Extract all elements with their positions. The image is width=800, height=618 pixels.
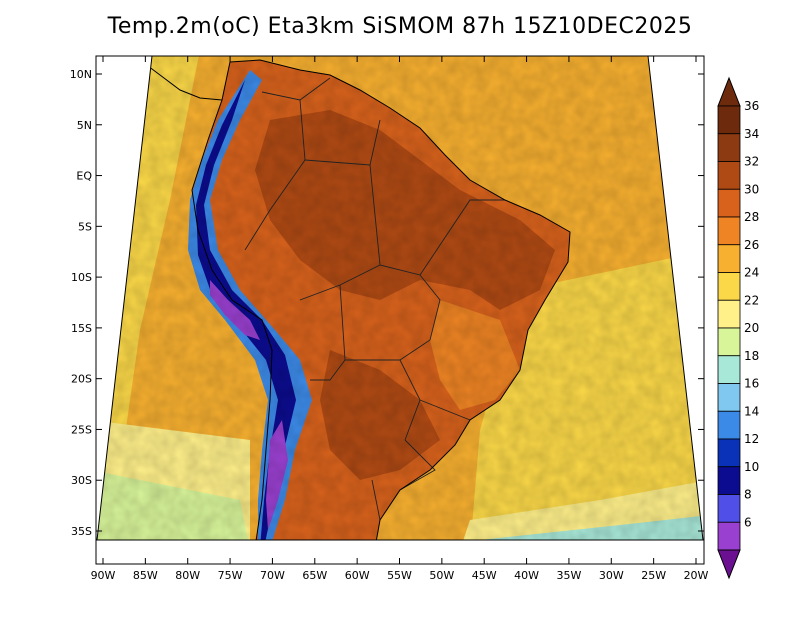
colorbar-label: 30 <box>744 182 759 196</box>
lat-tick-label: 35S <box>71 525 92 538</box>
lat-tick-label: EQ <box>76 170 92 183</box>
colorbar-label: 34 <box>744 127 759 141</box>
colorbar-label: 12 <box>744 432 759 446</box>
colorbar-swatch <box>717 355 741 384</box>
lon-tick-label: 90W <box>91 569 116 582</box>
lat-tick-label: 15S <box>71 322 92 335</box>
colorbar-swatch <box>717 327 741 357</box>
lon-tick-label: 55W <box>387 569 412 582</box>
lon-tick-label: 40W <box>514 569 539 582</box>
colorbar-label: 24 <box>744 266 759 280</box>
temperature-colorbar: 36 34 32 30 28 26 24 22 20 18 16 14 12 10 8 6 <box>717 76 759 580</box>
lon-tick-label: 70W <box>260 569 285 582</box>
colorbar-label: 14 <box>744 404 759 418</box>
lat-tick-label: 10S <box>71 271 92 284</box>
map-domain <box>97 56 703 540</box>
colorbar-swatch <box>717 244 741 273</box>
colorbar-label: 20 <box>744 321 759 335</box>
colorbar-swatch <box>717 161 741 190</box>
texture-overlay <box>97 56 703 540</box>
colorbar-label: 18 <box>744 349 759 363</box>
lat-tick-label: 25S <box>71 423 92 436</box>
colorbar-swatch <box>717 466 741 495</box>
colorbar-label: 10 <box>744 460 759 474</box>
colorbar-swatch <box>717 188 741 218</box>
colorbar-swatch <box>717 521 741 551</box>
colorbar-swatch <box>717 383 741 412</box>
lon-tick-label: 20W <box>684 569 709 582</box>
colorbar-swatch <box>717 216 741 246</box>
lon-tick-label: 85W <box>133 569 158 582</box>
colorbar-max-arrow <box>717 76 741 107</box>
colorbar-label: 36 <box>744 99 759 113</box>
lon-tick-label: 75W <box>218 569 243 582</box>
lon-tick-label: 65W <box>302 569 327 582</box>
lat-tick-label: 30S <box>71 474 92 487</box>
colorbar-label: 28 <box>744 210 759 224</box>
lon-tick-label: 30W <box>599 569 624 582</box>
colorbar-label: 22 <box>744 293 759 307</box>
country-borders <box>244 77 505 521</box>
colorbar-label: 6 <box>744 515 752 529</box>
colorbar-label: 16 <box>744 377 759 391</box>
lat-tick-label: 5N <box>77 119 92 132</box>
colorbar-label: 32 <box>744 155 759 169</box>
lon-tick-label: 80W <box>175 569 200 582</box>
colorbar-label: 8 <box>744 488 752 502</box>
longitude-axis: 90W 85W 80W 75W 70W 65W 60W 55W 50W 45W 40W 35W 30W 2… <box>91 56 709 582</box>
lat-tick-label: 5S <box>78 220 92 233</box>
colorbar-min-arrow <box>717 549 741 580</box>
colorbar-label: 26 <box>744 238 759 252</box>
colorbar-swatch <box>717 105 741 135</box>
colorbar-swatch <box>717 133 741 162</box>
lon-tick-label: 50W <box>429 569 454 582</box>
latitude-axis: 10N 5N EQ 5S 10S 15S 20S 25S 30S 35S <box>70 68 704 538</box>
map-title: Temp.2m(oC) Eta3km SiSMOM 87h 15Z10DEC20… <box>107 14 693 39</box>
lon-tick-label: 60W <box>345 569 370 582</box>
colorbar-swatch <box>717 438 741 468</box>
colorbar-swatch <box>717 299 741 329</box>
lon-tick-label: 35W <box>556 569 581 582</box>
colorbar-swatch <box>717 494 741 523</box>
colorbar-swatch <box>717 272 741 301</box>
lat-tick-label: 10N <box>70 68 92 81</box>
colorbar-swatch <box>717 410 741 440</box>
lat-tick-label: 20S <box>71 373 92 386</box>
lon-tick-label: 45W <box>472 569 497 582</box>
coastline <box>139 59 571 540</box>
lon-tick-label: 25W <box>641 569 666 582</box>
